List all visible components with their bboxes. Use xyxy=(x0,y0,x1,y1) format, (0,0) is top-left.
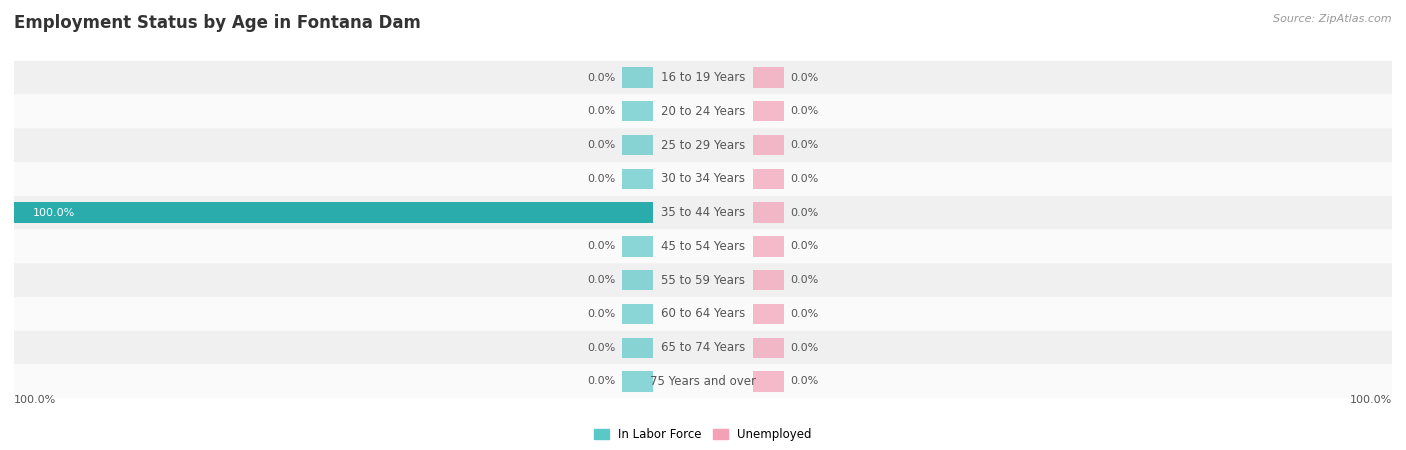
Text: 60 to 64 Years: 60 to 64 Years xyxy=(661,307,745,320)
Bar xyxy=(621,338,652,358)
Text: 0.0%: 0.0% xyxy=(790,275,818,285)
FancyBboxPatch shape xyxy=(14,162,1392,196)
Bar xyxy=(621,169,652,189)
Text: 0.0%: 0.0% xyxy=(790,106,818,117)
Text: 30 to 34 Years: 30 to 34 Years xyxy=(661,172,745,185)
Bar xyxy=(754,236,785,256)
Bar xyxy=(621,135,652,155)
Text: 0.0%: 0.0% xyxy=(790,140,818,150)
Bar xyxy=(621,68,652,88)
Text: 0.0%: 0.0% xyxy=(588,241,616,252)
Legend: In Labor Force, Unemployed: In Labor Force, Unemployed xyxy=(595,428,811,441)
Bar xyxy=(621,270,652,290)
Text: 0.0%: 0.0% xyxy=(588,72,616,83)
FancyBboxPatch shape xyxy=(14,263,1392,297)
Text: 0.0%: 0.0% xyxy=(790,207,818,218)
FancyBboxPatch shape xyxy=(14,364,1392,398)
Bar xyxy=(754,371,785,392)
FancyBboxPatch shape xyxy=(14,196,1392,230)
Bar xyxy=(754,68,785,88)
Text: 0.0%: 0.0% xyxy=(588,342,616,353)
Text: 100.0%: 100.0% xyxy=(14,395,56,405)
Bar xyxy=(14,202,652,223)
Text: 0.0%: 0.0% xyxy=(588,106,616,117)
Bar xyxy=(754,304,785,324)
Bar xyxy=(754,135,785,155)
Text: Source: ZipAtlas.com: Source: ZipAtlas.com xyxy=(1274,14,1392,23)
Text: 75 Years and over: 75 Years and over xyxy=(650,375,756,388)
Text: Employment Status by Age in Fontana Dam: Employment Status by Age in Fontana Dam xyxy=(14,14,420,32)
FancyBboxPatch shape xyxy=(14,128,1392,162)
FancyBboxPatch shape xyxy=(14,94,1392,128)
Bar xyxy=(754,101,785,122)
Text: 16 to 19 Years: 16 to 19 Years xyxy=(661,71,745,84)
Text: 35 to 44 Years: 35 to 44 Years xyxy=(661,206,745,219)
Text: 100.0%: 100.0% xyxy=(1350,395,1392,405)
Bar xyxy=(754,169,785,189)
Text: 0.0%: 0.0% xyxy=(790,72,818,83)
Text: 65 to 74 Years: 65 to 74 Years xyxy=(661,341,745,354)
Text: 0.0%: 0.0% xyxy=(588,140,616,150)
Text: 0.0%: 0.0% xyxy=(790,342,818,353)
Bar xyxy=(754,338,785,358)
Text: 20 to 24 Years: 20 to 24 Years xyxy=(661,105,745,118)
Text: 0.0%: 0.0% xyxy=(790,309,818,319)
FancyBboxPatch shape xyxy=(14,61,1392,94)
Bar xyxy=(754,202,785,223)
Text: 0.0%: 0.0% xyxy=(588,309,616,319)
Text: 0.0%: 0.0% xyxy=(588,174,616,184)
Text: 0.0%: 0.0% xyxy=(790,174,818,184)
Text: 25 to 29 Years: 25 to 29 Years xyxy=(661,139,745,152)
Bar xyxy=(754,270,785,290)
Text: 0.0%: 0.0% xyxy=(588,376,616,387)
FancyBboxPatch shape xyxy=(14,230,1392,263)
Bar xyxy=(621,304,652,324)
Text: 0.0%: 0.0% xyxy=(790,376,818,387)
Bar xyxy=(621,101,652,122)
FancyBboxPatch shape xyxy=(14,297,1392,331)
Text: 55 to 59 Years: 55 to 59 Years xyxy=(661,274,745,287)
FancyBboxPatch shape xyxy=(14,331,1392,364)
Text: 100.0%: 100.0% xyxy=(32,207,75,218)
Text: 0.0%: 0.0% xyxy=(790,241,818,252)
Text: 45 to 54 Years: 45 to 54 Years xyxy=(661,240,745,253)
Bar xyxy=(621,236,652,256)
Bar xyxy=(621,371,652,392)
Text: 0.0%: 0.0% xyxy=(588,275,616,285)
